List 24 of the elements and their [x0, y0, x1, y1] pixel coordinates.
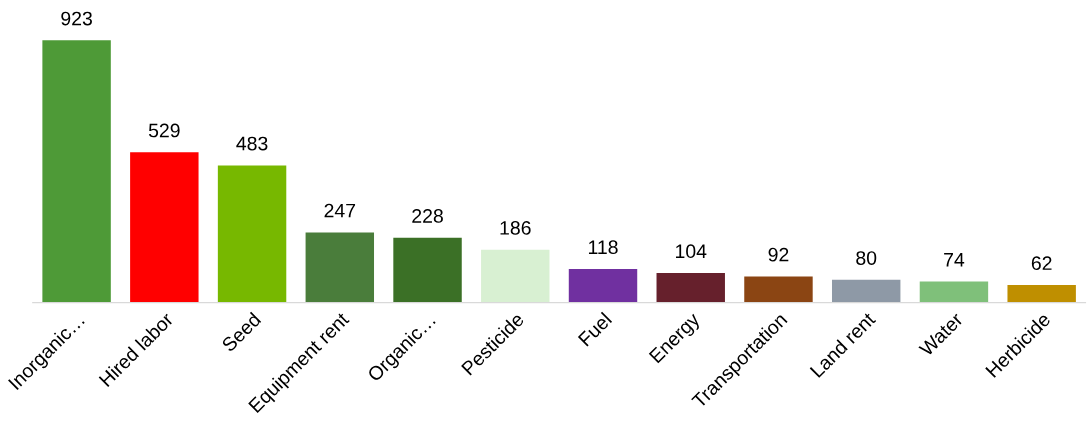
bar: [217, 165, 287, 303]
data-label: 118: [588, 240, 618, 255]
data-label: 186: [500, 221, 531, 235]
bar: [1007, 284, 1076, 303]
data-label: 74: [944, 253, 965, 267]
bar: [568, 269, 638, 303]
data-label: 80: [856, 251, 877, 265]
data-label: 62: [1031, 256, 1052, 271]
bar: [919, 281, 989, 303]
bar: [744, 276, 813, 303]
data-label: 529: [148, 123, 180, 138]
data-label: 923: [61, 11, 92, 26]
data-label: 92: [768, 247, 789, 262]
data-label: 247: [324, 203, 356, 218]
bar: [656, 273, 725, 303]
bar: [393, 237, 462, 303]
bar: [481, 249, 550, 303]
bar: [831, 279, 901, 303]
bar: [130, 152, 199, 303]
data-label: 483: [236, 136, 268, 151]
bar: [42, 40, 111, 303]
data-label: 104: [676, 244, 707, 259]
bar: [305, 232, 375, 303]
data-label: 228: [412, 209, 443, 223]
